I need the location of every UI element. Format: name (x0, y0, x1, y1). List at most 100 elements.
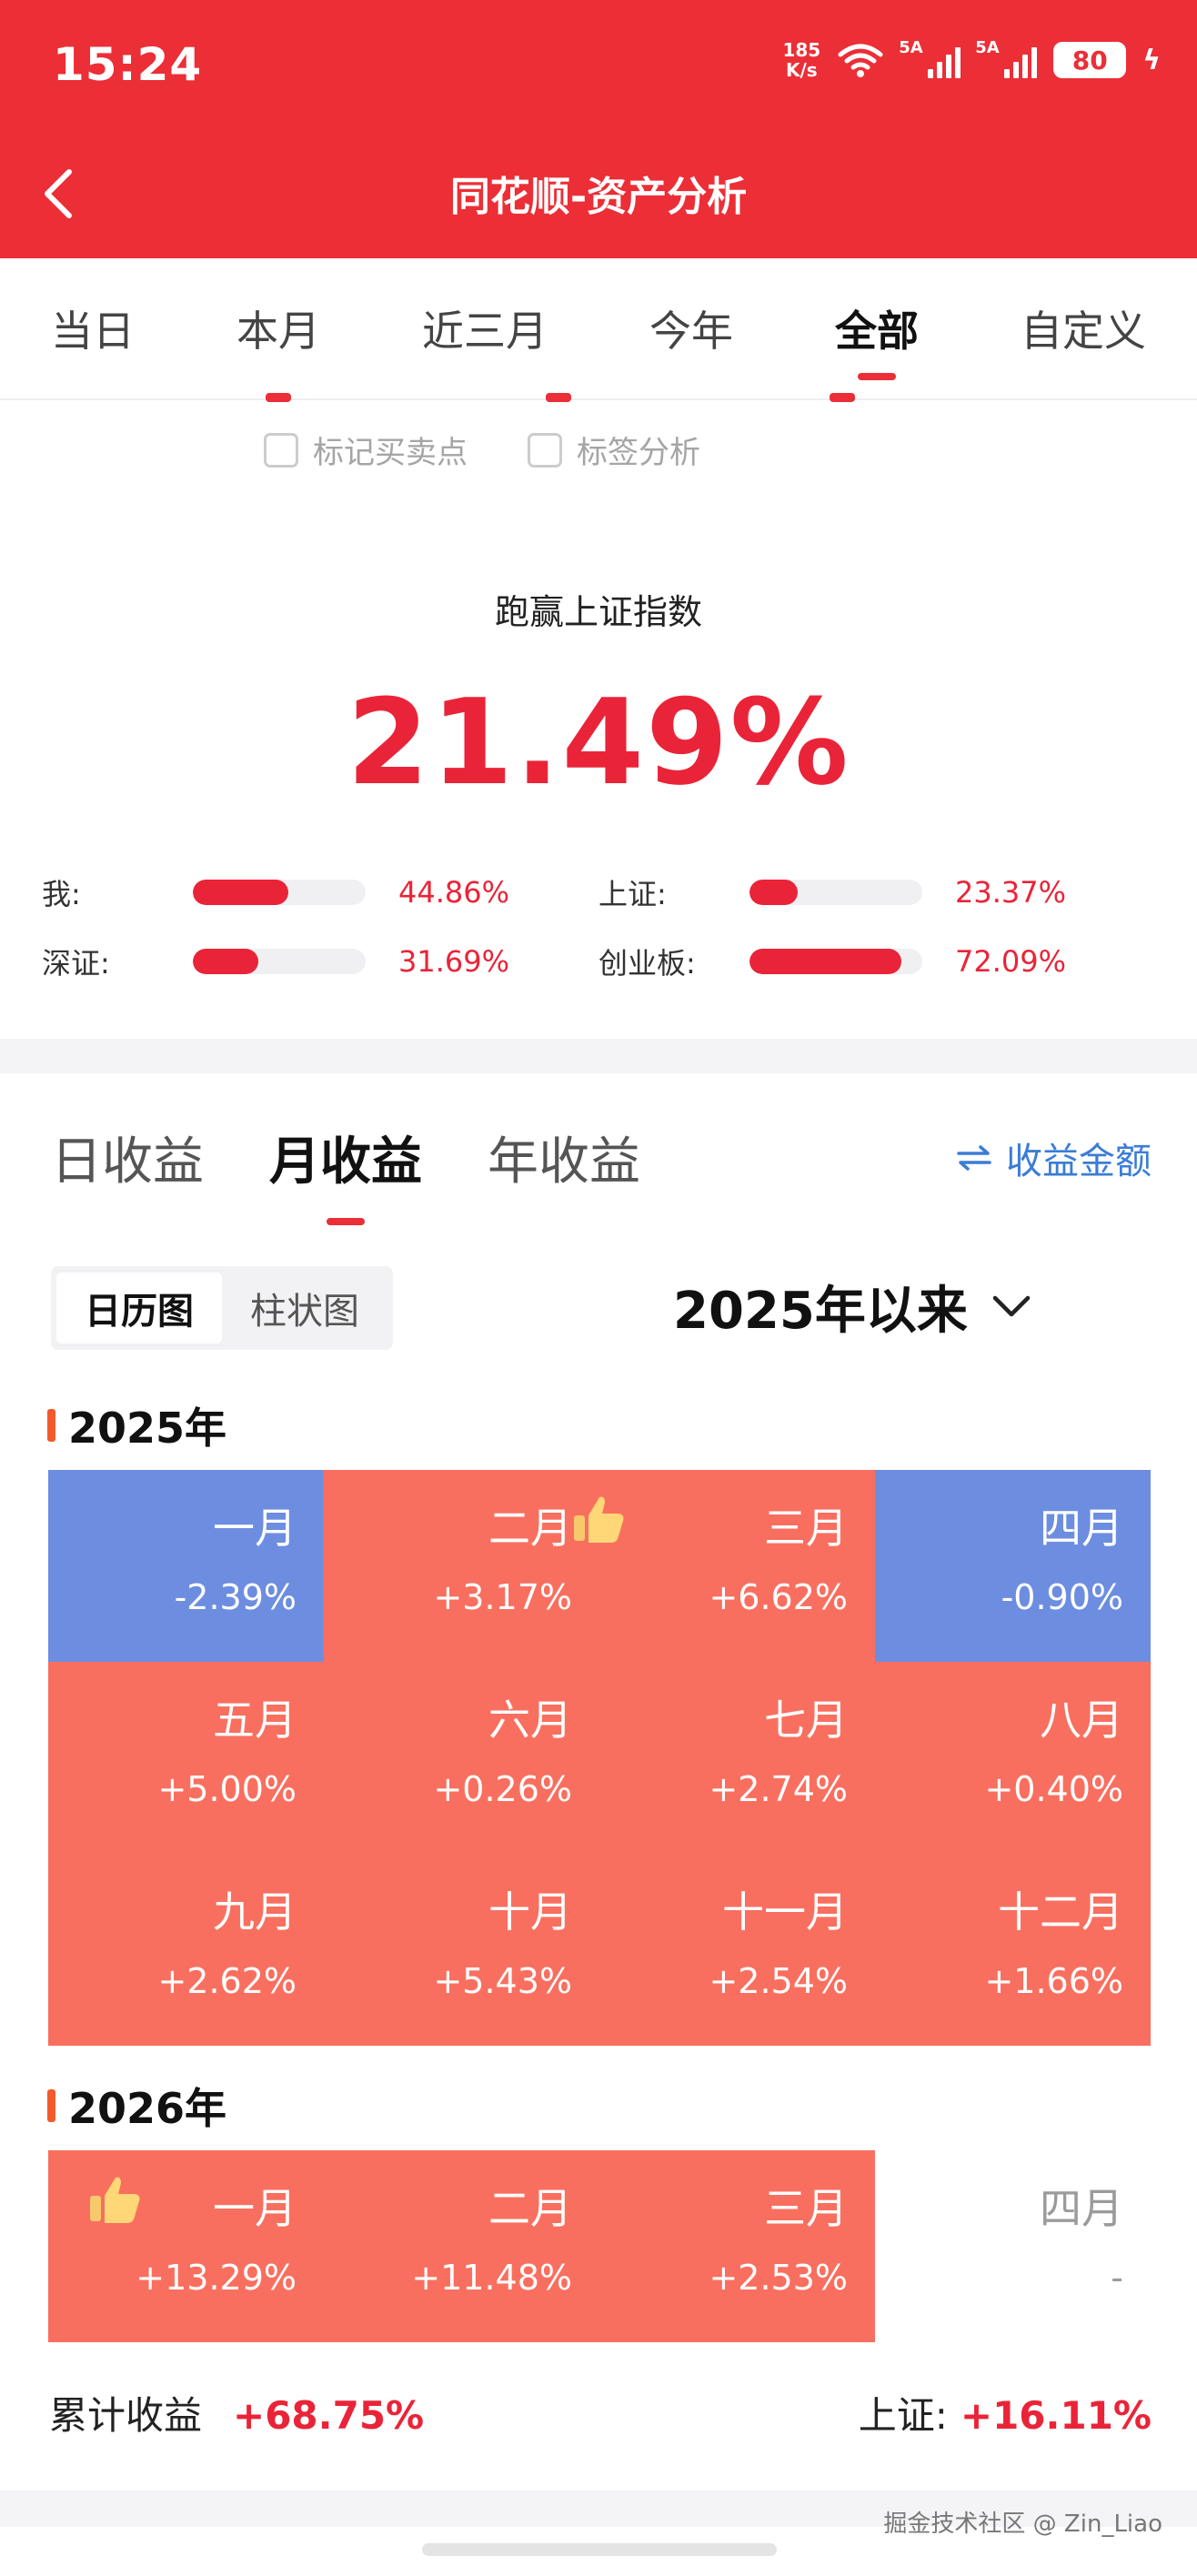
tab-income-1[interactable]: 月收益 (269, 1121, 422, 1225)
month-return: +11.48% (411, 2258, 572, 2298)
comparison-bar (193, 880, 366, 905)
tab-period-1[interactable]: 本月 (236, 307, 320, 356)
watermark: 掘金技术社区 @ Zin_Liao (883, 2511, 1162, 2538)
month-cell[interactable]: 十二月 +1.66% (875, 1854, 1151, 2046)
income-amount-toggle[interactable]: 收益金额 (957, 1132, 1152, 1184)
tab-period-2[interactable]: 近三月 (422, 307, 548, 356)
period-tabs: 当日 本月 近三月 今年 全部 自定义 (0, 258, 1197, 400)
month-name: 十二月 (998, 1887, 1123, 1937)
cumulative-value: +68.75% (233, 2393, 425, 2438)
status-icons: 185 K/s 5A 5A 80 ϟ (782, 38, 1161, 80)
tag-analysis-checkbox[interactable]: 标签分析 (528, 428, 700, 472)
month-name: 二月 (488, 1504, 572, 1553)
swap-arrows-icon (957, 1145, 991, 1171)
month-cell[interactable]: 六月 +0.26% (324, 1662, 599, 1854)
checkbox-box (528, 432, 562, 468)
since-dropdown[interactable]: 2025年以来 (673, 1270, 1031, 1343)
year-label-text: 2025年 (68, 1404, 227, 1453)
comparison-bar-fill (749, 949, 902, 974)
view-toggle: 日历图 柱状图 (51, 1266, 393, 1350)
index-value: +16.11% (960, 2393, 1152, 2438)
month-cell[interactable]: 十一月 +2.54% (599, 1854, 875, 2046)
comparison-row: 我: 44.86% (42, 871, 509, 913)
month-cell[interactable]: 九月 +2.62% (48, 1854, 324, 2046)
month-cell[interactable]: 十月 +5.43% (324, 1854, 599, 2046)
bar-view-button[interactable]: 柱状图 (250, 1291, 359, 1333)
wifi-icon (838, 44, 883, 77)
index-return: 上证: +16.11% (859, 2385, 1152, 2440)
mark-trades-checkbox[interactable]: 标记买卖点 (264, 428, 468, 472)
beat-index-title: 跑赢上证指数 (494, 592, 702, 632)
comparison-bar-fill (749, 880, 799, 905)
beat-index-value: 21.49% (347, 673, 850, 811)
tab-period-4[interactable]: 全部 (826, 298, 928, 380)
chart-legend-marker (266, 393, 291, 402)
month-name: 二月 (488, 2184, 572, 2233)
month-return: +13.29% (136, 2258, 297, 2298)
income-tabs: 日收益 月收益 年收益 (51, 1121, 640, 1225)
month-name: 六月 (488, 1696, 572, 1745)
year-marker (47, 2089, 55, 2122)
month-cell[interactable]: 四月 -0.90% (875, 1470, 1151, 1662)
cumulative-label: 累计收益 (49, 2393, 203, 2438)
comparison-row: 上证: 23.37% (598, 871, 1066, 913)
tab-period-5[interactable]: 自定义 (1021, 307, 1146, 356)
battery-icon: 80 (1053, 42, 1127, 78)
month-cell[interactable]: 二月 +3.17% (324, 1470, 599, 1662)
calendar-view-button[interactable]: 日历图 (56, 1273, 222, 1343)
comparison-label: 上证: (598, 877, 667, 911)
back-button[interactable] (40, 162, 86, 226)
month-return: +2.53% (709, 2258, 848, 2298)
tab-income-0[interactable]: 日收益 (51, 1132, 204, 1192)
month-cell[interactable]: 一月 +13.29% (48, 2150, 324, 2342)
month-cell[interactable]: 一月 -2.39% (48, 1470, 324, 1662)
month-cell[interactable]: 五月 +5.00% (48, 1662, 324, 1854)
month-cell[interactable]: 七月 +2.74% (599, 1662, 875, 1854)
comparison-label: 我: (42, 877, 81, 911)
month-grid-2026: 一月 +13.29% 二月 +11.48% 三月 +2.53% 四月 - (48, 2150, 1151, 2342)
month-name: 十月 (488, 1887, 572, 1937)
chevron-left-icon (45, 169, 72, 218)
year-label: 2026年 (47, 2076, 226, 2136)
comparison-value: 44.86% (398, 875, 510, 910)
month-name: 七月 (764, 1696, 848, 1745)
network-speed-value: 185 (782, 39, 821, 61)
month-return: -0.90% (1001, 1577, 1123, 1617)
thumbs-up-icon (574, 1496, 624, 1543)
comparison-value: 31.69% (398, 944, 510, 979)
month-cell[interactable]: 四月 - (875, 2150, 1151, 2342)
month-cell[interactable]: 三月 +6.62% (574, 1470, 875, 1662)
month-name: 九月 (213, 1887, 297, 1937)
month-name: 三月 (764, 1504, 848, 1553)
signal-icon-sim1: 5A (899, 38, 961, 78)
month-return: +0.26% (433, 1769, 572, 1809)
month-cell[interactable]: 八月 +0.40% (875, 1662, 1151, 1854)
month-return: +6.62% (709, 1577, 848, 1617)
network-speed-unit: K/s (785, 59, 818, 81)
tab-income-2[interactable]: 年收益 (488, 1132, 640, 1192)
cumulative-return: 累计收益 +68.75% (49, 2385, 424, 2440)
comparison-value: 72.09% (955, 944, 1067, 979)
app-header: 15:24 185 K/s 5A 5A 80 ϟ 同花顺-资产分析 (0, 0, 1197, 258)
comparison-bar (749, 949, 922, 974)
chevron-down-icon (992, 1295, 1031, 1316)
month-name: 一月 (213, 1504, 297, 1553)
month-cell[interactable]: 二月 +11.48% (324, 2150, 599, 2342)
status-time: 15:24 (53, 38, 203, 91)
home-indicator[interactable] (422, 2543, 777, 2556)
year-label: 2025年 (47, 1395, 226, 1455)
checkbox-box (264, 432, 298, 468)
tab-period-3[interactable]: 今年 (649, 307, 733, 356)
charging-icon: ϟ (1142, 44, 1161, 76)
thumbs-up-icon (90, 2177, 140, 2223)
comparison-label: 深证: (42, 946, 110, 981)
chart-legend-marker (830, 393, 855, 402)
network-speed: 185 K/s (782, 40, 820, 80)
tab-period-0[interactable]: 当日 (51, 307, 135, 356)
month-name: 三月 (764, 2184, 848, 2233)
month-return: +5.00% (157, 1769, 297, 1809)
month-cell[interactable]: 三月 +2.53% (599, 2150, 875, 2342)
since-dropdown-label: 2025年以来 (673, 1282, 968, 1341)
mark-trades-label: 标记买卖点 (313, 435, 468, 471)
year-marker (47, 1409, 55, 1442)
